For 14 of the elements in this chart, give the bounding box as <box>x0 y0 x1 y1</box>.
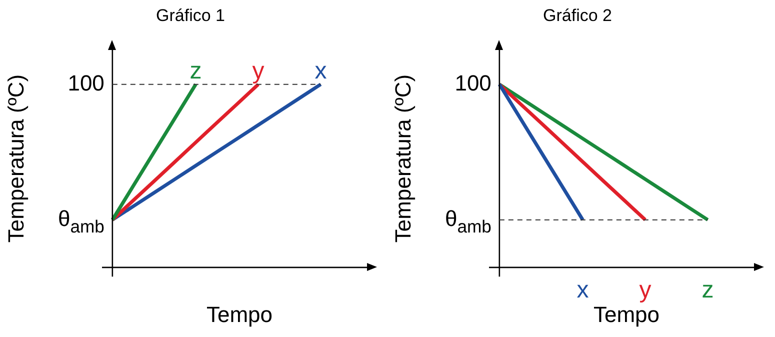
series-label: x <box>314 57 327 84</box>
y-axis-title: Temperatura (ºC) <box>3 74 28 243</box>
series-label: y <box>252 57 264 84</box>
chart-title: Gráfico 1 <box>156 6 225 25</box>
text: z <box>702 276 714 304</box>
text: 100 <box>454 70 492 96</box>
x-axis-title: Tempo <box>593 302 660 327</box>
chart-title: Gráfico 2 <box>543 6 612 25</box>
text: x <box>576 276 589 304</box>
x-axis-title: Tempo <box>206 302 273 327</box>
text: y <box>639 276 652 304</box>
y-axis-title: Temperatura (ºC) <box>390 74 416 243</box>
text: 100 <box>68 70 104 96</box>
series-label: z <box>190 57 202 84</box>
